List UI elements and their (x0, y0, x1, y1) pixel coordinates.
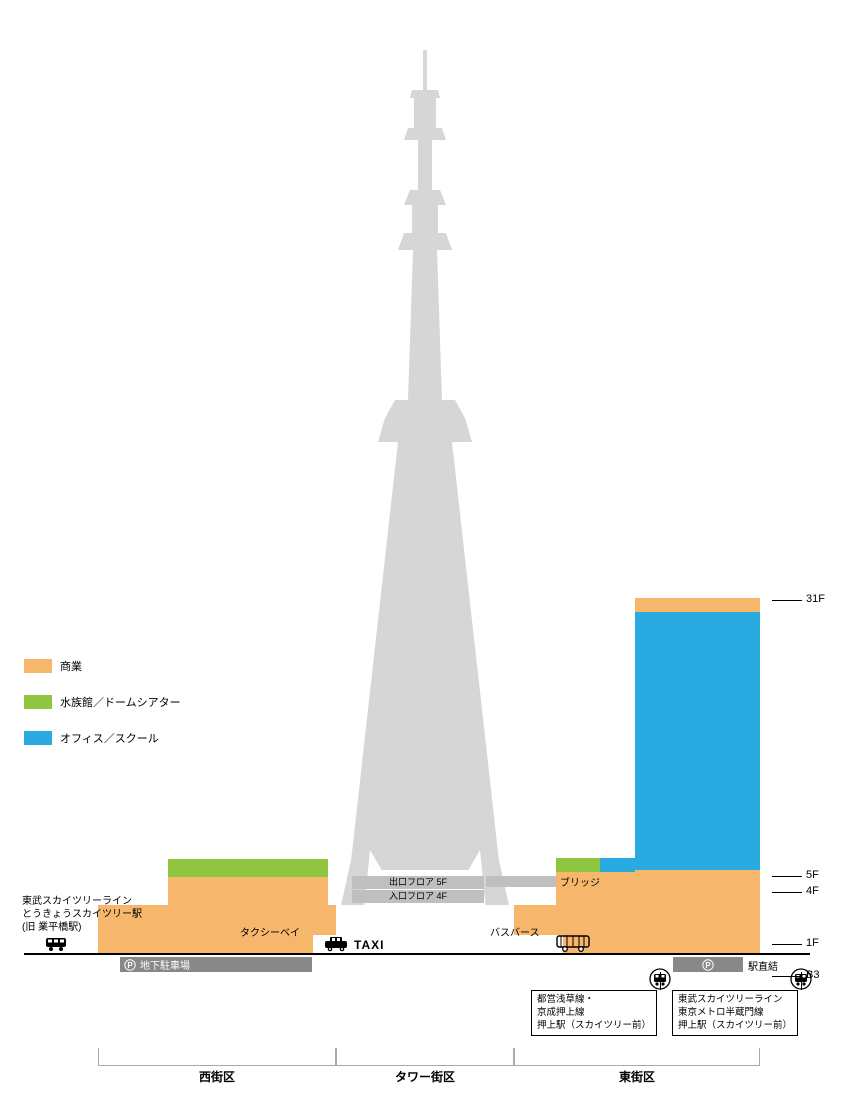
west-station-text: 東武スカイツリーライン とうきょうスカイツリー駅 (旧 業平橋駅) (22, 895, 142, 934)
parking-west: P 地下駐車場 (120, 957, 312, 972)
legend-label-office: オフィス／スクール (60, 730, 159, 746)
zone-bracket-tower (336, 1048, 514, 1066)
callout1-line1: 都営浅草線・ (537, 994, 651, 1007)
east-tower-top-commercial (635, 598, 760, 612)
floor-tick-1f (772, 944, 802, 945)
floor-label-b3: B3 (806, 969, 819, 981)
legend-commercial: 商業 (24, 658, 82, 674)
callout-tobu-hanzomon: 東武スカイツリーライン 東京メトロ半蔵門線 押上駅（スカイツリー前） (672, 990, 798, 1036)
legend-aquarium: 水族館／ドームシアター (24, 694, 181, 710)
legend-label-commercial: 商業 (60, 658, 82, 674)
floor-tick-4f (772, 892, 802, 893)
diagram-stage: 商業 水族館／ドームシアター オフィス／スクール 出口フロア 5F 入口フロア … (0, 0, 845, 1096)
zone-label-west: 西街区 (98, 1068, 336, 1085)
svg-text:P: P (127, 961, 133, 970)
callout2-line2: 東京メトロ半蔵門線 (678, 1007, 792, 1020)
parking-west-label: 地下駐車場 (140, 957, 190, 972)
floor-tick-b3 (772, 976, 802, 977)
station-direct-label: 駅直結 (748, 958, 778, 973)
exit-floor-5f-label: 出口フロア 5F (389, 877, 447, 887)
legend-swatch-commercial (24, 659, 52, 673)
callout2-line3: 押上駅（スカイツリー前） (678, 1020, 792, 1033)
tower-footprint-cut (336, 905, 514, 935)
zone-label-tower: タワー街区 (336, 1068, 514, 1085)
bus-icon (556, 934, 590, 952)
parking-icon: P (124, 959, 136, 971)
bus-berth-label: バスバース (490, 924, 540, 939)
west-station-line-2: とうきょうスカイツリー駅 (22, 908, 142, 921)
callout-asakusa-keisei: 都営浅草線・ 京成押上線 押上駅（スカイツリー前） (531, 990, 657, 1036)
entry-floor-4f: 入口フロア 4F (352, 890, 484, 903)
west-station-line-1: 東武スカイツリーライン (22, 895, 142, 908)
floor-label-31f: 31F (806, 593, 825, 605)
parking-east: P (673, 957, 743, 972)
zone-bracket-west (98, 1048, 336, 1066)
callout1-line2: 京成押上線 (537, 1007, 651, 1020)
east-aquarium (556, 858, 600, 872)
callout1-leader (660, 972, 661, 990)
train-icon-west (44, 936, 68, 952)
east-tower-office (635, 612, 760, 870)
floor-label-4f: 4F (806, 885, 819, 897)
zone-bracket-east (514, 1048, 760, 1066)
floor-tick-5f (772, 876, 802, 877)
svg-text:P: P (705, 961, 711, 970)
skytree-silhouette (300, 50, 550, 920)
floor-label-1f: 1F (806, 937, 819, 949)
taxi-text: TAXI (354, 938, 384, 952)
west-aquarium (168, 859, 328, 877)
west-station-line-3: (旧 業平橋駅) (22, 921, 142, 934)
parking-icon: P (702, 959, 714, 971)
taxi-bay-label: タクシーベイ (240, 924, 300, 939)
legend-office: オフィス／スクール (24, 730, 159, 746)
taxi-icon (322, 936, 350, 952)
callout2-line1: 東武スカイツリーライン (678, 994, 792, 1007)
east-office-step (600, 858, 635, 872)
entry-floor-4f-label: 入口フロア 4F (389, 891, 447, 901)
bridge-bar (486, 876, 556, 887)
bridge-label: ブリッジ (560, 874, 600, 889)
callout2-leader (801, 972, 802, 990)
exit-floor-5f: 出口フロア 5F (352, 876, 484, 889)
west-commercial-upper (168, 877, 328, 905)
legend-label-aquarium: 水族館／ドームシアター (60, 694, 181, 710)
legend-swatch-aquarium (24, 695, 52, 709)
zone-label-east: 東街区 (514, 1068, 760, 1085)
callout1-line3: 押上駅（スカイツリー前） (537, 1020, 651, 1033)
legend-swatch-office (24, 731, 52, 745)
floor-label-5f: 5F (806, 869, 819, 881)
ground-line (24, 953, 810, 955)
floor-tick-31f (772, 600, 802, 601)
